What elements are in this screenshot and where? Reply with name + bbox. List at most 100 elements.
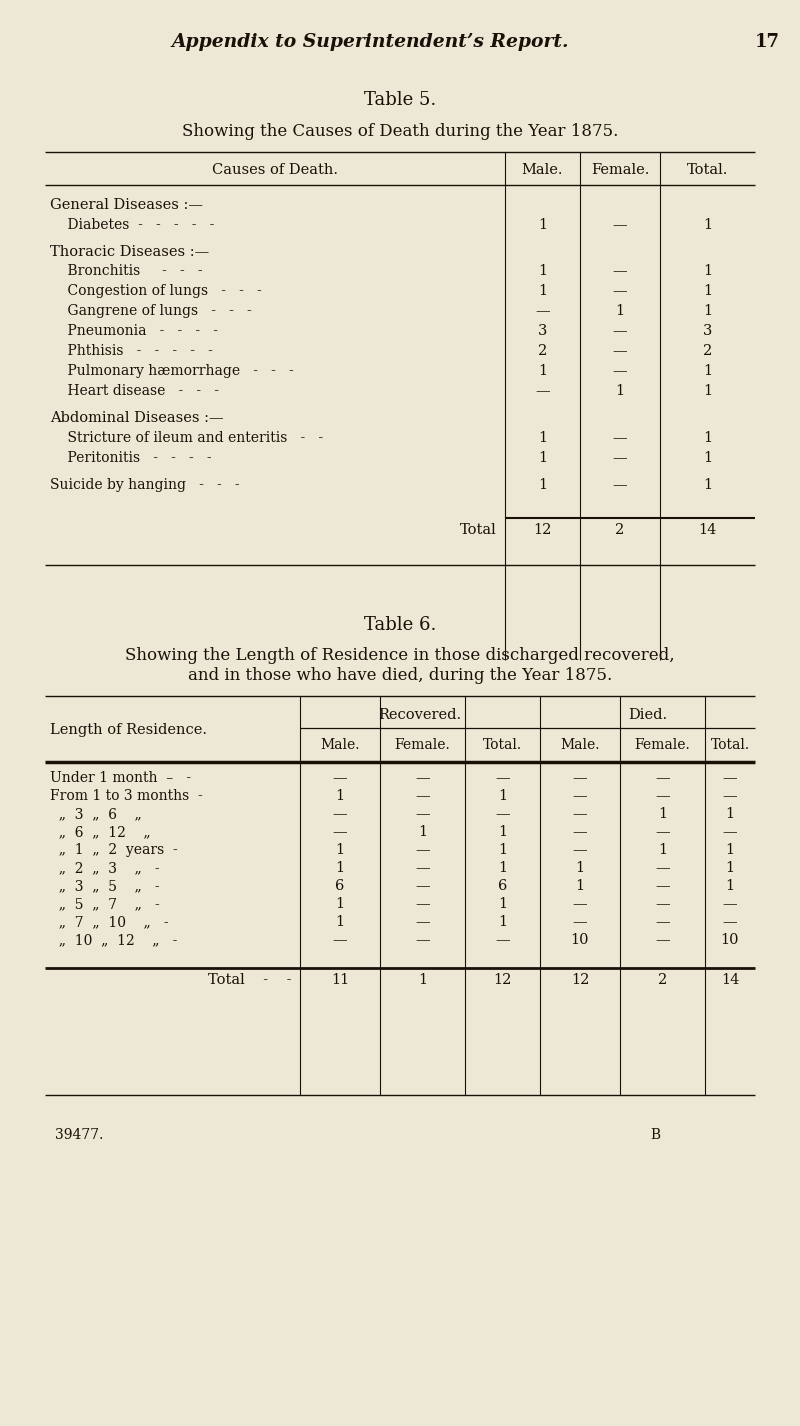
Text: —: — [655, 789, 670, 803]
Text: 1: 1 [335, 843, 345, 857]
Text: Female.: Female. [394, 739, 450, 752]
Text: —: — [613, 451, 627, 465]
Text: Showing the Length of Residence in those discharged recovered,: Showing the Length of Residence in those… [125, 647, 675, 665]
Text: Table 6.: Table 6. [364, 616, 436, 635]
Text: —: — [415, 861, 430, 876]
Text: —: — [722, 826, 738, 838]
Text: 1: 1 [538, 364, 547, 378]
Text: Diabetes  -   -   -   -   -: Diabetes - - - - - [50, 218, 214, 232]
Text: 1: 1 [703, 284, 712, 298]
Text: 1: 1 [703, 218, 712, 232]
Text: —: — [613, 364, 627, 378]
Text: 1: 1 [498, 826, 507, 838]
Text: —: — [333, 826, 347, 838]
Text: 6: 6 [498, 878, 507, 893]
Text: 11: 11 [331, 973, 349, 987]
Text: 2: 2 [538, 344, 547, 358]
Text: „  2  „  3    „   -: „ 2 „ 3 „ - [50, 861, 160, 876]
Text: —: — [655, 915, 670, 928]
Text: 1: 1 [498, 861, 507, 876]
Text: 1: 1 [726, 861, 734, 876]
Text: —: — [573, 771, 587, 784]
Text: 1: 1 [538, 431, 547, 445]
Text: 10: 10 [721, 933, 739, 947]
Text: —: — [722, 915, 738, 928]
Text: Pneumonia   -   -   -   -: Pneumonia - - - - [50, 324, 218, 338]
Text: —: — [333, 807, 347, 821]
Text: —: — [722, 771, 738, 784]
Text: —: — [655, 771, 670, 784]
Text: 1: 1 [575, 878, 585, 893]
Text: 1: 1 [703, 451, 712, 465]
Text: —: — [613, 264, 627, 278]
Text: 1: 1 [575, 861, 585, 876]
Text: 1: 1 [418, 826, 427, 838]
Text: 12: 12 [494, 973, 512, 987]
Text: 17: 17 [755, 33, 780, 51]
Text: —: — [415, 843, 430, 857]
Text: 1: 1 [335, 789, 345, 803]
Text: Died.: Died. [628, 707, 667, 722]
Text: 1: 1 [703, 384, 712, 398]
Text: —: — [613, 284, 627, 298]
Text: Total.: Total. [710, 739, 750, 752]
Text: 1: 1 [615, 384, 625, 398]
Text: Showing the Causes of Death during the Year 1875.: Showing the Causes of Death during the Y… [182, 124, 618, 141]
Text: —: — [333, 933, 347, 947]
Text: —: — [495, 771, 510, 784]
Text: 14: 14 [698, 523, 717, 538]
Text: Gangrene of lungs   -   -   -: Gangrene of lungs - - - [50, 304, 252, 318]
Text: 1: 1 [658, 843, 667, 857]
Text: 10: 10 [570, 933, 590, 947]
Text: —: — [573, 843, 587, 857]
Text: Recovered.: Recovered. [378, 707, 462, 722]
Text: „  3  „  6    „: „ 3 „ 6 „ [50, 807, 142, 821]
Text: 1: 1 [703, 304, 712, 318]
Text: 1: 1 [335, 861, 345, 876]
Text: Male.: Male. [560, 739, 600, 752]
Text: —: — [655, 933, 670, 947]
Text: 1: 1 [498, 897, 507, 911]
Text: Male.: Male. [522, 163, 563, 177]
Text: 3: 3 [538, 324, 547, 338]
Text: —: — [613, 344, 627, 358]
Text: —: — [415, 807, 430, 821]
Text: „  3  „  5    „   -: „ 3 „ 5 „ - [50, 878, 160, 893]
Text: Thoracic Diseases :—: Thoracic Diseases :— [50, 245, 210, 260]
Text: 1: 1 [498, 915, 507, 928]
Text: —: — [655, 861, 670, 876]
Text: General Diseases :—: General Diseases :— [50, 198, 203, 212]
Text: 12: 12 [571, 973, 589, 987]
Text: —: — [573, 807, 587, 821]
Text: Pulmonary hæmorrhage   -   -   -: Pulmonary hæmorrhage - - - [50, 364, 294, 378]
Text: Table 5.: Table 5. [364, 91, 436, 108]
Text: Length of Residence.: Length of Residence. [50, 723, 207, 737]
Text: Total.: Total. [483, 739, 522, 752]
Text: 1: 1 [538, 218, 547, 232]
Text: —: — [613, 478, 627, 492]
Text: Congestion of lungs   -   -   -: Congestion of lungs - - - [50, 284, 262, 298]
Text: —: — [613, 218, 627, 232]
Text: 6: 6 [335, 878, 345, 893]
Text: 1: 1 [703, 264, 712, 278]
Text: —: — [415, 789, 430, 803]
Text: —: — [613, 431, 627, 445]
Text: Appendix to Superintendent’s Report.: Appendix to Superintendent’s Report. [171, 33, 569, 51]
Text: „  1  „  2  years  -: „ 1 „ 2 years - [50, 843, 178, 857]
Text: „  10  „  12    „   -: „ 10 „ 12 „ - [50, 933, 178, 947]
Text: Causes of Death.: Causes of Death. [212, 163, 338, 177]
Text: Male.: Male. [320, 739, 360, 752]
Text: Abdominal Diseases :—: Abdominal Diseases :— [50, 411, 224, 425]
Text: 1: 1 [335, 915, 345, 928]
Text: 1: 1 [658, 807, 667, 821]
Text: 1: 1 [703, 431, 712, 445]
Text: 1: 1 [498, 843, 507, 857]
Text: and in those who have died, during the Year 1875.: and in those who have died, during the Y… [188, 667, 612, 684]
Text: B: B [650, 1128, 660, 1142]
Text: Female.: Female. [634, 739, 690, 752]
Text: —: — [573, 897, 587, 911]
Text: 2: 2 [703, 344, 712, 358]
Text: Phthisis   -   -   -   -   -: Phthisis - - - - - [50, 344, 213, 358]
Text: 1: 1 [418, 973, 427, 987]
Text: Stricture of ileum and enteritis   -   -: Stricture of ileum and enteritis - - [50, 431, 323, 445]
